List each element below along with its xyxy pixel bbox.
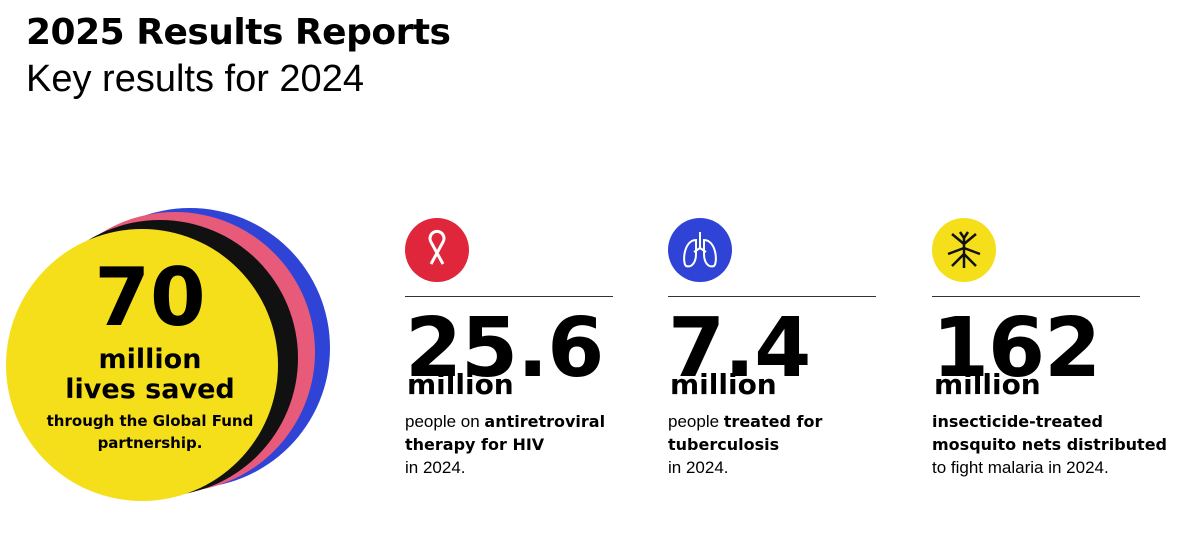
description-text: people <box>668 412 724 431</box>
icon-tb <box>668 218 732 282</box>
hero-description: through the Global Fund partnership. <box>47 412 254 452</box>
hero-number: 70 <box>94 251 205 344</box>
hero-description-line: partnership. <box>98 434 203 452</box>
divider <box>405 296 613 297</box>
divider <box>932 296 1140 297</box>
description-line: people on antiretroviral <box>405 410 605 433</box>
subtitle: Key results for 2024 <box>26 58 364 100</box>
description-line: therapy for HIV <box>405 433 605 456</box>
description-line: to fight malaria in 2024. <box>932 456 1167 479</box>
icon-hiv <box>405 218 469 282</box>
stat-unit: million <box>407 368 514 401</box>
description-line: insecticide-treated <box>932 410 1167 433</box>
description-line: in 2024. <box>405 456 605 479</box>
divider <box>668 296 876 297</box>
description-text: people on <box>405 412 485 431</box>
description-text: therapy for HIV <box>405 435 545 454</box>
stat-number: 162 <box>932 301 1101 396</box>
hero-label: lives saved <box>65 374 234 405</box>
icon-malaria <box>932 218 996 282</box>
description-text: in 2024. <box>668 458 729 477</box>
circle-yellow <box>6 229 278 501</box>
hero-unit: million <box>99 344 202 375</box>
stat-description: insecticide-treated mosquito nets distrib… <box>932 410 1167 479</box>
stat-description: people on antiretroviral therapy for HIV i… <box>405 410 605 479</box>
description-line: people treated for <box>668 410 822 433</box>
description-text: in 2024. <box>405 458 466 477</box>
description-line: in 2024. <box>668 456 822 479</box>
stat-description: people treated for tuberculosis in 2024. <box>668 410 822 479</box>
description-text: tuberculosis <box>668 435 780 454</box>
stat-unit: million <box>670 368 777 401</box>
description-text: mosquito nets distributed <box>932 435 1167 454</box>
description-line: tuberculosis <box>668 433 822 456</box>
description-text: insecticide-treated <box>932 412 1103 431</box>
description-text: treated for <box>723 412 823 431</box>
hero-description-line: through the Global Fund <box>47 412 254 430</box>
stat-number: 7.4 <box>668 301 811 396</box>
hero-graphic: 70 million lives saved through the Globa… <box>6 208 330 501</box>
description-text: antiretroviral <box>484 412 606 431</box>
stat-unit: million <box>934 368 1041 401</box>
description-line: mosquito nets distributed <box>932 433 1167 456</box>
description-text: to fight malaria in 2024. <box>932 458 1109 477</box>
title: 2025 Results Reports <box>26 12 451 53</box>
stat-number: 25.6 <box>405 301 604 396</box>
